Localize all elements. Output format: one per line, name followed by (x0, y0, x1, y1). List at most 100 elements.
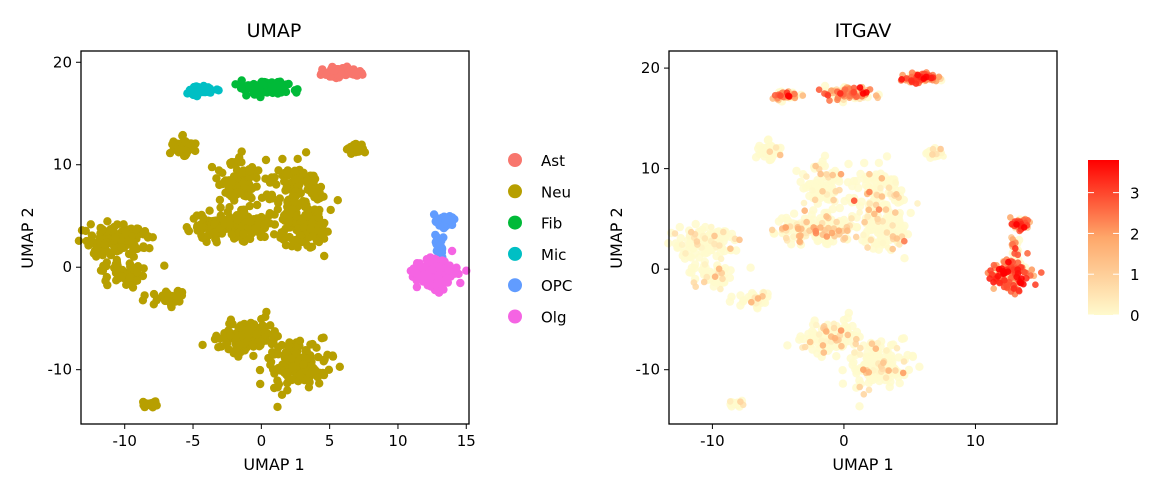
point-neu (320, 218, 329, 228)
point-expression (700, 267, 709, 276)
point-neu (249, 351, 258, 361)
point-neu (129, 246, 138, 255)
point-neu (269, 230, 279, 239)
point-expression (892, 209, 899, 216)
point-neu (102, 262, 111, 271)
point-expression (868, 340, 876, 348)
point-expression (878, 175, 886, 182)
point-expression (929, 151, 936, 158)
point-neu (314, 352, 323, 362)
point-expression (899, 369, 907, 377)
point-neu (111, 233, 120, 243)
point-neu (295, 371, 305, 380)
point-expression (828, 229, 836, 237)
point-neu (285, 232, 294, 242)
point-expression (1015, 287, 1023, 295)
point-expression (782, 224, 790, 231)
point-neu (314, 213, 324, 223)
point-neu (227, 230, 236, 239)
point-neu (255, 365, 265, 375)
point-neu (310, 174, 320, 184)
point-expression (803, 218, 810, 226)
point-expression (833, 218, 840, 226)
point-expression (866, 220, 875, 230)
point-neu (184, 226, 193, 235)
point-olg (456, 278, 465, 288)
point-expression (882, 206, 890, 213)
point-neu (273, 402, 282, 412)
point-neu (112, 258, 122, 267)
point-expression (866, 200, 874, 207)
point-neu (305, 369, 314, 378)
point-expression (717, 255, 725, 263)
point-neu (270, 220, 279, 229)
point-fib (242, 91, 251, 100)
left-axes: -10 -5 0 5 10 15 20 10 0 -10 (48, 53, 476, 450)
point-expression (716, 248, 725, 257)
point-neu (272, 180, 281, 189)
point-fib (236, 84, 246, 93)
point-expression (799, 184, 808, 193)
point-neu (144, 232, 153, 241)
point-neu (308, 232, 317, 241)
point-neu (236, 189, 245, 198)
legend-key-ast (508, 153, 522, 167)
point-expression (690, 264, 699, 273)
point-neu (281, 224, 290, 233)
point-expression (768, 226, 776, 234)
point-neu (306, 243, 315, 252)
point-expression (1010, 285, 1018, 292)
point-neu (261, 312, 270, 322)
legend-label-ast: Ast (541, 152, 565, 170)
point-neu (129, 252, 138, 261)
point-expression (823, 233, 831, 240)
point-neu (246, 192, 255, 201)
point-neu (237, 147, 246, 156)
point-expression (832, 188, 839, 195)
point-neu (291, 349, 301, 358)
point-ast (318, 65, 327, 74)
point-neu (225, 331, 235, 340)
point-neu (296, 189, 305, 198)
point-expression (860, 391, 868, 398)
legend-label-olg: Olg (541, 309, 567, 327)
point-expression (790, 233, 797, 240)
point-expression (676, 234, 685, 243)
point-expression (896, 241, 903, 248)
point-neu (254, 166, 263, 175)
point-neu (277, 340, 286, 350)
point-expression (812, 229, 820, 237)
point-expression (829, 171, 836, 179)
point-expression (794, 225, 802, 233)
point-ast (347, 69, 356, 78)
point-expression (838, 366, 847, 375)
point-expression (700, 278, 708, 286)
point-neu (232, 215, 242, 224)
point-mic (185, 85, 195, 95)
point-neu (216, 203, 225, 212)
point-neu (267, 193, 277, 202)
point-expression (880, 359, 887, 367)
point-neu (284, 217, 294, 227)
point-expression (864, 213, 871, 220)
point-expression (1023, 275, 1030, 282)
point-expression (874, 215, 881, 223)
point-expression (725, 297, 735, 306)
point-expression (883, 347, 890, 354)
point-neu (226, 158, 235, 168)
point-neu (291, 175, 300, 184)
point-neu (92, 246, 102, 256)
point-fib (237, 76, 246, 85)
point-expression (801, 343, 809, 351)
point-expression (671, 239, 680, 248)
point-expression (826, 97, 833, 104)
legend: Ast Neu Fib Mic OPC Olg (508, 152, 572, 327)
point-neu (299, 360, 308, 369)
point-expression (882, 374, 890, 382)
point-neu (256, 379, 265, 389)
point-expression (856, 351, 864, 358)
point-expression (777, 92, 784, 99)
point-opc (439, 233, 448, 242)
point-neu (300, 202, 310, 212)
point-neu (176, 144, 186, 154)
